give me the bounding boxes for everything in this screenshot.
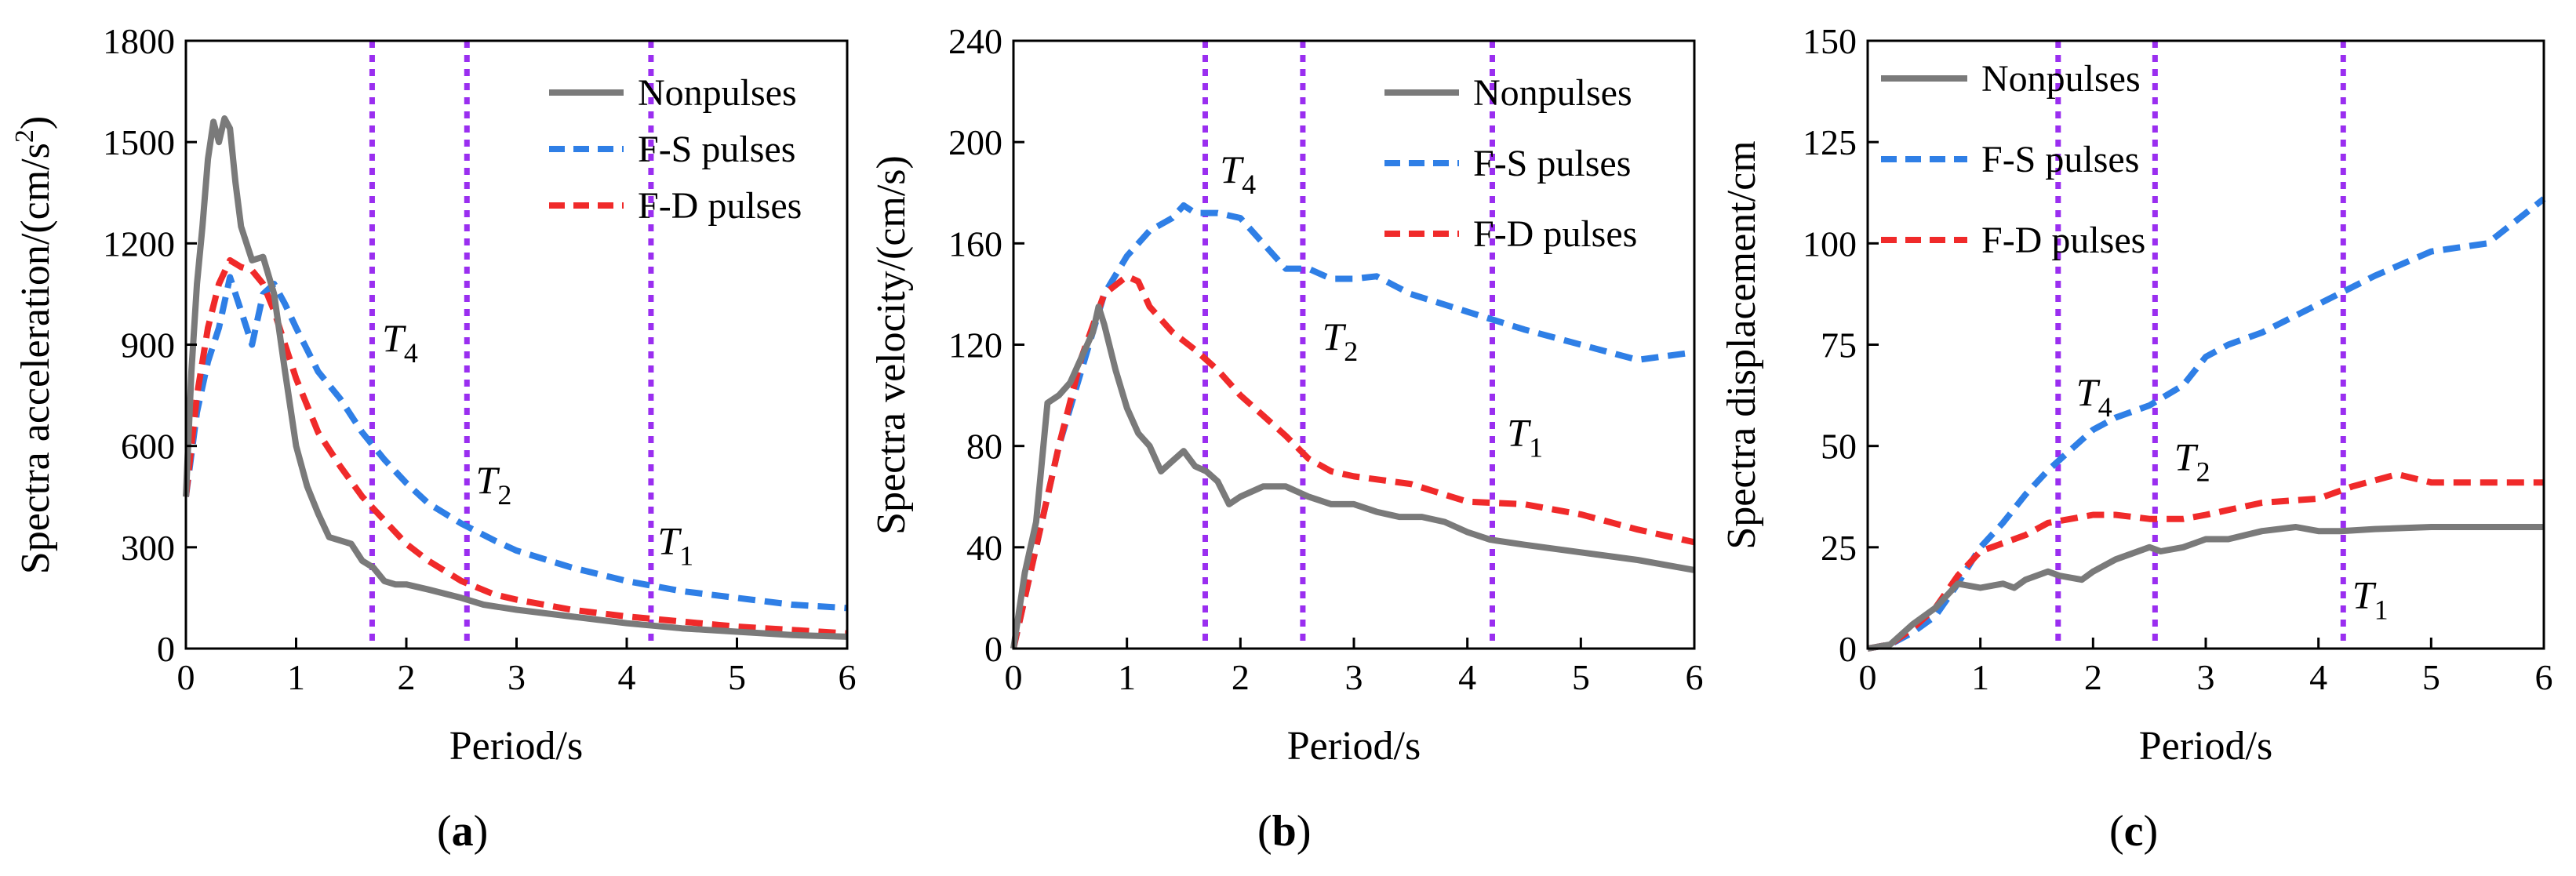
x-tick-label: 1 bbox=[287, 657, 305, 697]
panel-b-ticks: 0 1 2 3 4 5 6 0 40 80 120 160 200 240 bbox=[948, 21, 1704, 697]
y-tick-label: 200 bbox=[948, 122, 1002, 162]
series-line-fs bbox=[183, 274, 848, 612]
y-tick-label: 0 bbox=[984, 629, 1002, 669]
x-tick-label: 2 bbox=[1232, 657, 1250, 697]
x-tick-label: 5 bbox=[728, 657, 746, 697]
y-tick-label: 50 bbox=[1821, 427, 1857, 467]
y-tick-label: 25 bbox=[1821, 528, 1857, 568]
panel-b-xlabel: Period/s bbox=[1287, 724, 1421, 769]
panel-b-ylabel: Spectra velocity/(cm/s) bbox=[869, 155, 914, 535]
x-tick-label: 0 bbox=[177, 657, 195, 697]
legend-label-fd: F-D pulses bbox=[638, 185, 802, 227]
legend-label-fs: F-S pulses bbox=[1473, 143, 1631, 184]
x-tick-label: 3 bbox=[1345, 657, 1363, 697]
chart-panel-a: 0 1 2 3 4 5 6 0 300 600 900 1200 1500 1800 T4 T2 T1 Non… bbox=[10, 21, 857, 856]
x-tick-label: 4 bbox=[618, 657, 636, 697]
y-tick-label: 1200 bbox=[103, 224, 175, 264]
panel-b-tmarks: T4 T2 T1 bbox=[1220, 147, 1543, 463]
panel-c-legend: Nonpulses F-S pulses F-D pulses bbox=[1881, 58, 2145, 261]
period-marker-t4: T4 bbox=[2076, 370, 2112, 423]
period-marker-t2: T2 bbox=[476, 458, 512, 511]
panel-b-vlines bbox=[1202, 41, 1495, 649]
chart-panel-b: 0 1 2 3 4 5 6 0 40 80 120 160 200 240 T4 T2 T1 Nonpulse… bbox=[869, 21, 1704, 856]
legend-label-nonpulses: Nonpulses bbox=[1981, 58, 2141, 100]
panel-b-legend: Nonpulses F-S pulses F-D pulses bbox=[1384, 72, 1637, 255]
x-tick-label: 6 bbox=[839, 657, 857, 697]
series-line-fd bbox=[183, 256, 848, 637]
y-tick-label: 80 bbox=[966, 427, 1002, 467]
panel-c-xlabel: Period/s bbox=[2139, 724, 2272, 769]
period-marker-t2: T2 bbox=[2174, 435, 2210, 488]
y-tick-label: 300 bbox=[121, 528, 175, 568]
period-marker-t2: T2 bbox=[1322, 314, 1358, 367]
y-tick-label: 0 bbox=[1839, 629, 1857, 669]
x-tick-label: 6 bbox=[1686, 657, 1704, 697]
x-tick-label: 4 bbox=[1458, 657, 1476, 697]
panel-c-vlines bbox=[2055, 41, 2346, 649]
panel-c-tmarks: T4 T2 T1 bbox=[2076, 370, 2389, 625]
x-tick-label: 2 bbox=[398, 657, 416, 697]
y-tick-label: 100 bbox=[1803, 224, 1857, 264]
legend-label-fs: F-S pulses bbox=[1981, 139, 2139, 180]
y-tick-label: 240 bbox=[948, 21, 1002, 61]
panel-b-series bbox=[1010, 202, 1695, 649]
panel-a-tmarks: T4 T2 T1 bbox=[382, 316, 693, 571]
x-tick-label: 0 bbox=[1005, 657, 1023, 697]
panel-a-ylabel: Spectra acceleration/(cm/s2) bbox=[10, 116, 58, 574]
legend-label-nonpulses: Nonpulses bbox=[638, 72, 797, 114]
x-tick-label: 3 bbox=[2197, 657, 2215, 697]
y-tick-label: 1500 bbox=[103, 122, 175, 162]
x-tick-label: 5 bbox=[2422, 657, 2440, 697]
x-tick-label: 0 bbox=[1859, 657, 1877, 697]
legend-label-fs: F-S pulses bbox=[638, 129, 795, 170]
series-line-fd bbox=[1010, 273, 1695, 649]
panel-b-label: (b) bbox=[1257, 807, 1311, 856]
panel-a-series bbox=[183, 115, 848, 640]
y-tick-label: 900 bbox=[121, 325, 175, 365]
x-tick-label: 6 bbox=[2535, 657, 2553, 697]
panel-c-ylabel: Spectra displacement/cm bbox=[1719, 140, 1764, 549]
x-tick-label: 3 bbox=[508, 657, 526, 697]
period-marker-t1: T1 bbox=[2352, 572, 2389, 625]
period-marker-t1: T1 bbox=[1507, 411, 1543, 463]
period-marker-t4: T4 bbox=[382, 316, 418, 369]
y-tick-label: 150 bbox=[1803, 21, 1857, 61]
panel-c-ticks: 0 1 2 3 4 5 6 0 25 50 75 100 125 150 bbox=[1803, 21, 2553, 697]
y-tick-label: 0 bbox=[157, 629, 175, 669]
chart-panel-c: 0 1 2 3 4 5 6 0 25 50 75 100 125 150 T4 T2 T1 Nonpulses… bbox=[1719, 21, 2553, 856]
y-tick-label: 40 bbox=[966, 528, 1002, 568]
panel-a-ticks: 0 1 2 3 4 5 6 0 300 600 900 1200 1500 1800 bbox=[103, 21, 857, 697]
y-tick-label: 125 bbox=[1803, 122, 1857, 162]
x-tick-label: 1 bbox=[1118, 657, 1136, 697]
period-marker-t4: T4 bbox=[1220, 147, 1256, 200]
y-tick-label: 600 bbox=[121, 427, 175, 467]
x-tick-label: 5 bbox=[1572, 657, 1590, 697]
y-tick-label: 75 bbox=[1821, 325, 1857, 365]
series-line-nonpulses bbox=[183, 115, 848, 640]
legend-label-nonpulses: Nonpulses bbox=[1473, 72, 1632, 114]
x-tick-label: 2 bbox=[2084, 657, 2102, 697]
series-line-nonpulses bbox=[1010, 304, 1695, 649]
x-tick-label: 1 bbox=[1971, 657, 1989, 697]
panel-a-label: (a) bbox=[437, 807, 488, 856]
series-line-nonpulses bbox=[1867, 524, 2544, 652]
y-tick-label: 1800 bbox=[103, 21, 175, 61]
legend-label-fd: F-D pulses bbox=[1981, 220, 2145, 261]
y-tick-label: 160 bbox=[948, 224, 1002, 264]
period-marker-t1: T1 bbox=[657, 518, 693, 571]
x-tick-label: 4 bbox=[2309, 657, 2327, 697]
panel-a-legend: Nonpulses F-S pulses F-D pulses bbox=[549, 72, 802, 227]
panel-c-series bbox=[1867, 196, 2546, 652]
legend-label-fd: F-D pulses bbox=[1473, 213, 1637, 255]
panel-a-vlines bbox=[369, 41, 654, 649]
y-tick-label: 120 bbox=[948, 325, 1002, 365]
panel-a-xlabel: Period/s bbox=[449, 724, 583, 769]
panel-c-label: (c) bbox=[2109, 807, 2158, 856]
